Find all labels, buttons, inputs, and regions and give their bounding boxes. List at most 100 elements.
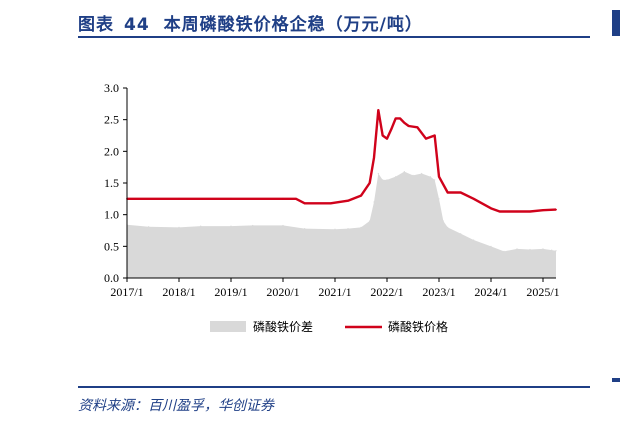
price-point [446,191,449,194]
price-spread-point [395,176,397,178]
price-point [373,156,375,159]
price-spread-point [230,225,232,227]
source-note: 资料来源：百川盈孚，华创证券 [78,398,274,414]
price-spread-point [200,225,202,227]
price-point [472,197,475,200]
price-point [230,197,232,200]
price-spread-point [304,228,306,230]
price-spread-point [178,226,180,228]
price-point [459,191,462,194]
y-tick-label: 0.0 [104,271,119,285]
figure-label: 图表 [78,15,114,35]
price-point [390,128,393,131]
price-spread-area-layer [126,171,557,278]
price-spread-point [421,172,423,175]
legend-label-price: 磷酸铁价格 [388,319,448,334]
figure-number: 44 [124,15,150,35]
price-spread-point [334,228,336,230]
axes: 0.0 0.5 1.0 1.5 2.0 2.5 3.0 2017/1 2018/1 2019/1 2… [104,81,560,299]
price-spread-point [503,250,505,252]
price-point [360,194,362,197]
price-point [425,137,427,140]
x-tick-label: 2023/1 [422,285,455,299]
price-point [394,117,397,120]
y-tick-label: 1.5 [104,176,119,190]
price-point [403,121,406,124]
price-spread-point [412,174,414,176]
price-spread-point [382,179,384,181]
y-tick-label: 2.5 [104,113,119,127]
price-point [329,202,332,205]
price-spread-point [282,224,284,227]
legend: 磷酸铁价差 磷酸铁价格 [210,319,448,334]
figure-title: 图表 44 本周磷酸铁价格企稳（万元/吨） [78,10,423,35]
price-spread-area [127,171,556,278]
price-point [377,109,380,112]
price-spread-point [529,248,531,251]
price-point [347,199,349,202]
price-point [381,134,384,137]
price-spread-point [373,201,375,203]
x-tick-label: 2022/1 [370,285,403,299]
y-tick-label: 3.0 [104,81,119,95]
price-spread-point [442,220,444,222]
price-line-layer [126,108,557,213]
x-tick-label: 2021/1 [318,285,351,299]
figure-title-text: 本周磷酸铁价格企稳（万元/吨） [163,15,423,35]
price-spread-point [460,233,462,235]
price-point [498,210,501,213]
price-spread-point [148,226,150,228]
price-spread-point [360,226,362,228]
price-point [295,197,297,200]
page-edge-mark-bottom [612,378,620,382]
price-point [516,210,518,213]
price-spread-point [377,172,379,175]
price-spread-point [490,245,492,247]
price-spread-point [347,228,349,230]
price-spread-point [438,198,440,200]
x-tick-label: 2024/1 [474,285,507,299]
y-tick-label: 0.5 [104,239,119,253]
price-spread-point [555,250,557,252]
price-point [555,208,557,211]
price-spread-point [434,179,436,181]
price-spread-point [447,226,449,228]
price-spread-point [429,176,431,178]
price-line [127,108,557,213]
price-point [507,210,510,213]
price-point [529,210,531,213]
price-spread-point [551,249,553,251]
footer-rule [78,386,590,388]
price-spread-point [542,248,544,250]
y-tick-label: 1.0 [104,208,119,222]
x-tick-label: 2017/1 [110,285,143,299]
price-point [399,117,401,120]
price-spread-point [369,220,371,222]
price-point [438,175,440,178]
price-point [282,197,284,200]
price-point [178,197,180,200]
x-tick-label: 2025/1 [526,285,559,299]
price-point [542,209,544,212]
price-spread-point [386,179,388,181]
price-point [433,134,436,137]
page-edge-mark-top [612,10,620,36]
x-tick-label: 2019/1 [214,285,247,299]
price-point [386,137,388,140]
price-point [416,126,419,129]
price-spread-point [516,248,518,250]
price-spread-point [403,171,405,173]
y-tick-label: 2.0 [104,144,119,158]
price-point [407,125,410,127]
price-point [490,207,492,210]
x-tick-label: 2018/1 [162,285,195,299]
price-point [368,182,371,184]
legend-swatch-price-spread [210,321,246,332]
price-spread-point [252,224,254,227]
price-spread-point [473,239,475,241]
x-tick-label: 2020/1 [266,285,299,299]
legend-label-price-spread: 磷酸铁价差 [253,319,313,334]
price-point [303,202,306,205]
title-rule [78,36,590,38]
